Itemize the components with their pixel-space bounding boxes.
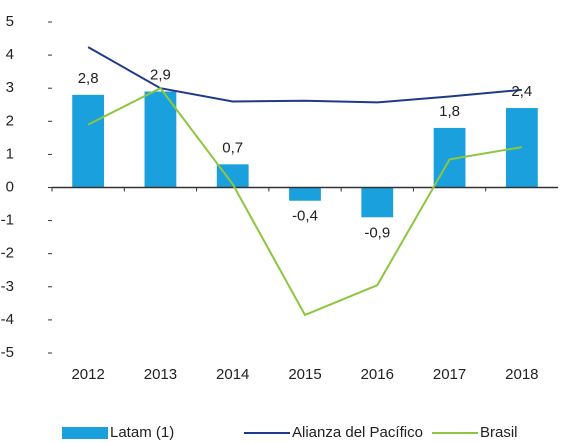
legend-label: Latam (1) xyxy=(110,424,174,441)
x-tick-label: 2016 xyxy=(361,366,394,383)
x-tick-label: 2017 xyxy=(433,366,466,383)
line xyxy=(87,86,523,317)
data-label: 2,9 xyxy=(150,66,171,83)
y-tick-label: 2 xyxy=(6,112,14,129)
y-tick-label: 4 xyxy=(6,46,14,63)
x-tick-label: 2015 xyxy=(288,366,321,383)
y-tick-label: -3 xyxy=(1,278,14,295)
bar xyxy=(72,94,105,188)
bar xyxy=(144,91,177,188)
x-tick-label: 2018 xyxy=(505,366,538,383)
y-tick-label: -2 xyxy=(1,245,14,262)
legend-label: Brasil xyxy=(480,424,518,441)
y-tick-label: 0 xyxy=(6,178,14,195)
data-label: 0,7 xyxy=(222,139,243,156)
bar xyxy=(361,187,394,218)
data-label: 2,8 xyxy=(78,70,99,87)
y-tick-label: -1 xyxy=(1,212,14,229)
x-tick-label: 2013 xyxy=(144,366,177,383)
data-label: 2,4 xyxy=(511,83,532,100)
y-tick-label: 1 xyxy=(6,145,14,162)
data-label: 1,8 xyxy=(439,103,460,120)
data-label: -0,4 xyxy=(292,208,318,225)
y-tick-label: -4 xyxy=(1,311,14,328)
y-tick-label: 5 xyxy=(6,13,14,30)
y-tick-label: 3 xyxy=(6,79,14,96)
data-label: -0,9 xyxy=(364,224,390,241)
bar xyxy=(216,164,249,188)
bar xyxy=(289,187,321,201)
y-tick-label: -5 xyxy=(1,344,14,361)
legend-label: Alianza del Pacífico xyxy=(292,424,423,441)
x-tick-label: 2012 xyxy=(71,366,104,383)
legend-swatch xyxy=(62,427,108,439)
x-tick-label: 2014 xyxy=(216,366,249,383)
